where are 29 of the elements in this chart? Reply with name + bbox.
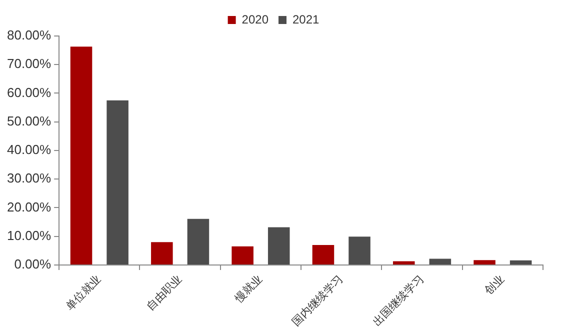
y-tick-label: 70.00% [6,56,52,72]
legend-label: 2020 [242,12,269,26]
x-tick-label: 单位就业 [63,272,104,313]
y-tick-label: 50.00% [6,113,52,128]
bar [232,246,254,264]
bar [510,260,532,264]
bar [392,261,415,264]
bar [429,258,452,264]
x-tick-label: 自由职业 [144,272,184,313]
y-tick-label: 80.00% [6,28,52,43]
x-tick-label: 创业 [482,272,507,298]
legend-label: 2021 [292,12,320,26]
x-tick-label: 慢就业 [232,272,265,306]
bar [70,46,92,264]
bar [268,227,290,264]
bar [151,242,173,264]
y-tick-label: 0.00% [14,256,52,272]
y-tick-label: 30.00% [6,170,52,186]
y-tick-label: 10.00% [6,228,52,243]
bar [106,100,128,264]
y-tick-label: 40.00% [6,142,52,158]
bar [312,244,334,264]
x-tick-label: 国内继续学习 [290,272,346,328]
bar [348,236,370,264]
x-tick-label: 出国继续学习 [370,272,426,328]
y-tick-label: 60.00% [6,84,52,100]
bar [187,218,210,264]
y-tick-label: 20.00% [6,199,52,214]
bar [474,260,496,264]
